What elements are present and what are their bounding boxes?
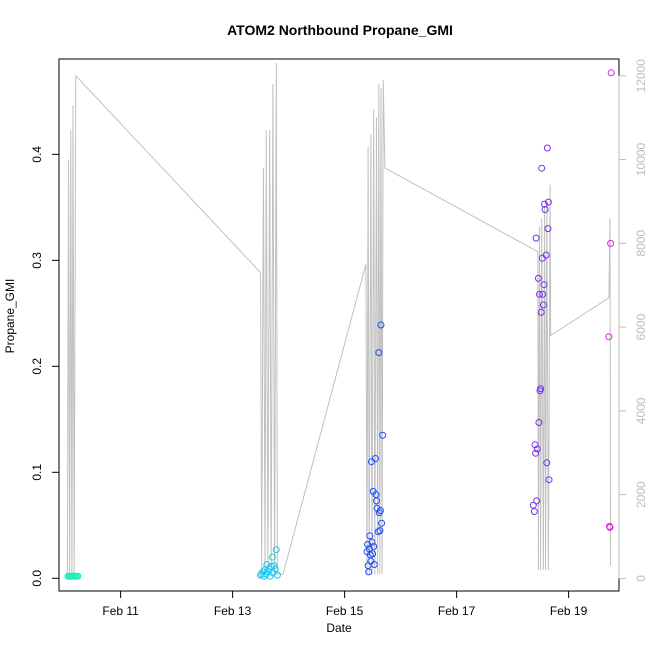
data-point	[373, 497, 380, 505]
data-point	[531, 441, 539, 449]
data-point	[370, 561, 378, 568]
data-point	[533, 497, 541, 505]
data-point	[364, 540, 372, 548]
data-point	[532, 449, 540, 457]
data-point	[379, 431, 387, 439]
data-point	[378, 519, 386, 527]
data-point	[539, 301, 547, 309]
data-point	[376, 527, 384, 535]
data-point	[539, 290, 547, 298]
data-point	[542, 251, 550, 259]
data-point	[541, 200, 548, 208]
data-point	[365, 568, 373, 576]
y-axis-right: 0 2000 4000 6000 8000 10000 12000	[618, 59, 648, 582]
data-point	[370, 543, 378, 550]
y-left-tick-label: 0.0	[30, 570, 44, 587]
y-left-tick-label: 0.3	[30, 252, 44, 269]
data-point	[543, 459, 551, 467]
y-right-tick-label: 0	[634, 575, 648, 582]
data-point	[606, 523, 614, 531]
data-point	[376, 507, 384, 514]
data-point	[263, 561, 271, 568]
y-right-tick-label: 2000	[634, 481, 648, 508]
data-point	[371, 455, 379, 462]
data-point	[545, 476, 553, 484]
x-axis-label: Date	[326, 621, 352, 635]
y-right-tick-label: 8000	[634, 230, 648, 257]
y-right-tick-label: 12000	[634, 59, 648, 93]
data-point	[607, 69, 615, 77]
data-point	[535, 419, 543, 426]
y-left-tick-label: 0.2	[30, 358, 44, 375]
y-axis-left: 0.0 0.1 0.2 0.3 0.4	[30, 146, 60, 587]
data-point	[365, 545, 373, 553]
altitude-line	[66, 63, 612, 579]
data-point	[537, 385, 545, 393]
data-point	[530, 508, 538, 515]
data-point	[259, 568, 267, 576]
data-point	[271, 565, 279, 573]
data-point	[540, 281, 548, 289]
data-point	[544, 198, 552, 206]
data-point	[533, 445, 541, 453]
data-point	[369, 550, 377, 558]
data-point	[607, 239, 615, 247]
x-tick-label: Feb 13	[214, 604, 252, 618]
altitude-line-layer	[66, 63, 612, 579]
data-point	[374, 528, 382, 536]
data-point	[74, 572, 82, 580]
data-point	[541, 206, 549, 213]
x-axis: Feb 11 Feb 13 Feb 15 Feb 17 Feb 19	[102, 590, 588, 618]
data-point	[537, 308, 545, 316]
x-tick-label: Feb 17	[438, 604, 476, 618]
chart-title: ATOM2 Northbound Propane_GMI	[227, 22, 453, 38]
data-points-layer	[64, 69, 615, 580]
data-point	[544, 225, 552, 233]
x-tick-label: Feb 19	[550, 604, 588, 618]
data-point	[538, 164, 546, 172]
y-right-tick-label: 6000	[634, 313, 648, 340]
data-point	[366, 532, 374, 540]
y-right-tick-label: 4000	[634, 397, 648, 424]
x-tick-label: Feb 15	[326, 604, 364, 618]
data-point	[273, 571, 281, 579]
x-tick-label: Feb 11	[102, 604, 139, 618]
y-axis-label: Propane_GMI	[3, 279, 17, 354]
data-point	[605, 333, 613, 341]
data-point	[368, 538, 376, 546]
data-point	[262, 570, 270, 578]
data-point	[543, 144, 551, 152]
data-point	[536, 290, 543, 298]
data-point	[272, 546, 280, 554]
plot-frame	[58, 58, 620, 592]
data-point	[264, 568, 272, 576]
y-left-tick-label: 0.1	[30, 464, 44, 481]
data-point	[532, 234, 540, 242]
data-point	[364, 562, 372, 570]
data-point	[268, 553, 276, 561]
data-point	[375, 349, 383, 357]
y-right-tick-label: 10000	[634, 143, 648, 177]
data-point	[377, 321, 385, 329]
data-point	[270, 562, 278, 570]
data-point	[534, 274, 542, 282]
y-left-tick-label: 0.4	[30, 146, 44, 163]
